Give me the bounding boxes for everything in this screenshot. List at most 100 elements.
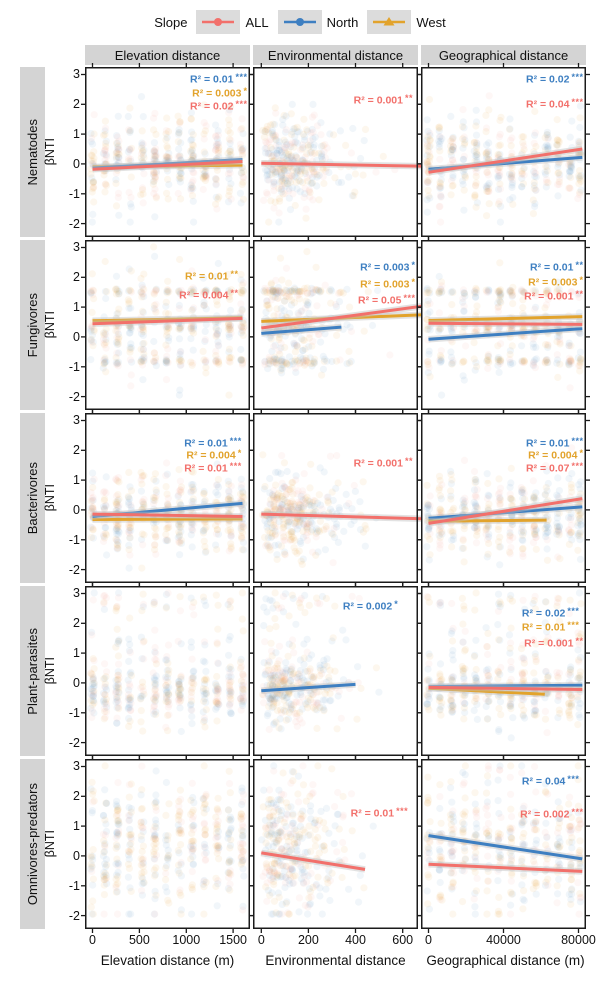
y-tick-label: -2 — [68, 216, 80, 231]
r2-annotation: R² = 0.002 *** — [520, 807, 584, 821]
scatter-plot — [81, 755, 254, 933]
x-tick-label: 600 — [392, 933, 414, 947]
r2-annotation: R² = 0.003 * — [360, 260, 416, 274]
y-tick-label: 3 — [73, 67, 80, 82]
y-tick-label: 2 — [73, 443, 80, 458]
y-tick-label: 0 — [73, 329, 80, 344]
y-tick-label: 0 — [73, 156, 80, 171]
scatter-plot — [81, 236, 254, 414]
r2-annotation: R² = 0.01 *** — [184, 460, 242, 475]
r2-annotation: R² = 0.001 ** — [524, 636, 584, 650]
y-tick-label: 1 — [73, 819, 80, 834]
y-tick-label: 1 — [73, 127, 80, 142]
y-tick-label: 3 — [73, 586, 80, 601]
panel-r4c3: R² = 0.02 *** R² = 0.01 *** R² = 0.001 ** — [417, 582, 590, 760]
scatter-plot — [249, 409, 427, 587]
r2-annotation: R² = 0.003 * — [360, 276, 416, 291]
x-tick-label: 80000 — [561, 933, 596, 947]
all-line-circle-icon — [196, 10, 241, 34]
legend-label-west: West — [416, 14, 446, 30]
panel-r1c3: R² = 0.02 *** R² = 0.04 *** — [417, 63, 590, 241]
r2-annotation: R² = 0.003 * — [192, 85, 248, 100]
r2-annotation: R² = 0.004 * — [528, 447, 584, 462]
y-tick-label: 0 — [73, 848, 80, 863]
x-tick-label: 0 — [89, 933, 96, 947]
row-strip-omnivores-predators: Omnivores-predators — [20, 759, 45, 929]
y-axis-title-text: βNTI — [43, 830, 57, 858]
y-tick-label: 1 — [73, 646, 80, 661]
x-axis-title-elevation: Elevation distance (m) — [100, 952, 235, 968]
scatter-plot — [249, 582, 422, 760]
scatter-plot — [81, 409, 254, 587]
legend-key-north: North — [277, 10, 358, 34]
r2-annotation: R² = 0.01 *** — [350, 805, 409, 820]
x-axis-title-geographical: Geographical distance (m) — [426, 952, 585, 968]
column-header-geographical: Geographical distance — [421, 45, 586, 65]
x-tick-label: 0 — [257, 933, 265, 947]
legend-label-all: ALL — [245, 14, 269, 30]
x-tick-label: 0 — [425, 933, 432, 947]
x-tick-label: 400 — [345, 933, 366, 947]
y-tick-label: 2 — [73, 97, 80, 112]
r2-annotation: R² = 0.02 *** — [521, 605, 580, 620]
panel-r1c2: R² = 0.001 ** — [249, 63, 427, 241]
y-tick-label: 2 — [73, 270, 80, 285]
row-strip-bacterivores: Bacterivores — [20, 413, 45, 583]
y-tick-label: -1 — [68, 532, 80, 547]
panel-r3c1: R² = 0.01 *** R² = 0.004 * R² = 0.01 *** — [81, 409, 254, 587]
panel-r4c1 — [81, 582, 254, 760]
y-axis-title-text: βNTI — [43, 311, 57, 339]
panel-r2c2: R² = 0.003 * R² = 0.003 * R² = 0.05 *** — [249, 236, 427, 414]
scatter-plot — [417, 63, 590, 241]
y-axis-title-text: βNTI — [43, 657, 57, 685]
y-tick-label: -1 — [68, 705, 80, 720]
r2-annotation: R² = 0.02 *** — [526, 72, 584, 86]
y-tick-label: 2 — [73, 789, 80, 804]
row-label: Plant-parasites — [25, 627, 40, 715]
row-strip-fungivores: Fungivores — [20, 240, 45, 410]
panel-r1c1: R² = 0.01 *** R² = 0.003 * R² = 0.02 *** — [81, 63, 254, 241]
y-tick-label: 0 — [73, 675, 80, 690]
r2-annotation: R² = 0.004 ** — [179, 288, 239, 302]
y-axis-title-text: βNTI — [43, 484, 57, 512]
r2-annotation: R² = 0.003 * — [528, 274, 584, 289]
scatter-plot — [417, 236, 590, 414]
r2-annotation: R² = 0.01 *** — [184, 436, 242, 450]
column-header-environmental: Environmental distance — [253, 45, 418, 65]
x-tick-label: 500 — [128, 933, 150, 947]
scatter-plot — [417, 582, 590, 760]
y-axis-title: βNTI — [42, 759, 58, 929]
x-tick-label: 40000 — [486, 933, 521, 947]
scatter-plot — [417, 755, 590, 933]
r2-annotation: R² = 0.002 * — [342, 598, 399, 613]
y-tick-label: -2 — [68, 735, 80, 750]
x-axis-title-environmental: Environmental distance — [265, 952, 406, 968]
row-label: Fungivores — [25, 292, 40, 358]
scatter-plot — [417, 409, 590, 587]
r2-annotation: R² = 0.05 *** — [358, 292, 416, 307]
panel-r5c2: R² = 0.01 *** — [249, 755, 422, 933]
row-strip-plant-parasites: Plant-parasites — [20, 586, 45, 756]
y-tick-label: -1 — [68, 878, 80, 893]
r2-annotation: R² = 0.01 ** — [530, 260, 584, 274]
scatter-plot — [249, 63, 427, 241]
x-tick-label: 1000 — [172, 933, 201, 947]
y-tick-label: 0 — [73, 502, 80, 517]
row-strip-nematodes: Nematodes — [20, 67, 45, 237]
panel-r2c3: R² = 0.01 ** R² = 0.003 * R² = 0.001 ** — [417, 236, 590, 414]
row-label: Bacterivores — [25, 461, 40, 535]
legend-title: Slope — [154, 14, 188, 30]
panel-r2c1: R² = 0.01 ** R² = 0.004 ** — [81, 236, 254, 414]
r2-annotation: R² = 0.04 *** — [521, 773, 580, 788]
y-tick-label: 3 — [73, 759, 80, 774]
y-tick-label: -2 — [68, 908, 80, 923]
column-header-elevation: Elevation distance — [85, 45, 250, 65]
scatter-plot — [249, 755, 422, 933]
scatter-plot — [81, 63, 254, 241]
y-tick-label: 2 — [73, 616, 80, 631]
legend-key-west: West — [367, 10, 446, 34]
y-axis-title: βNTI — [42, 586, 58, 756]
y-tick-label: -2 — [68, 389, 80, 404]
legend: Slope ALL North West — [0, 7, 600, 37]
